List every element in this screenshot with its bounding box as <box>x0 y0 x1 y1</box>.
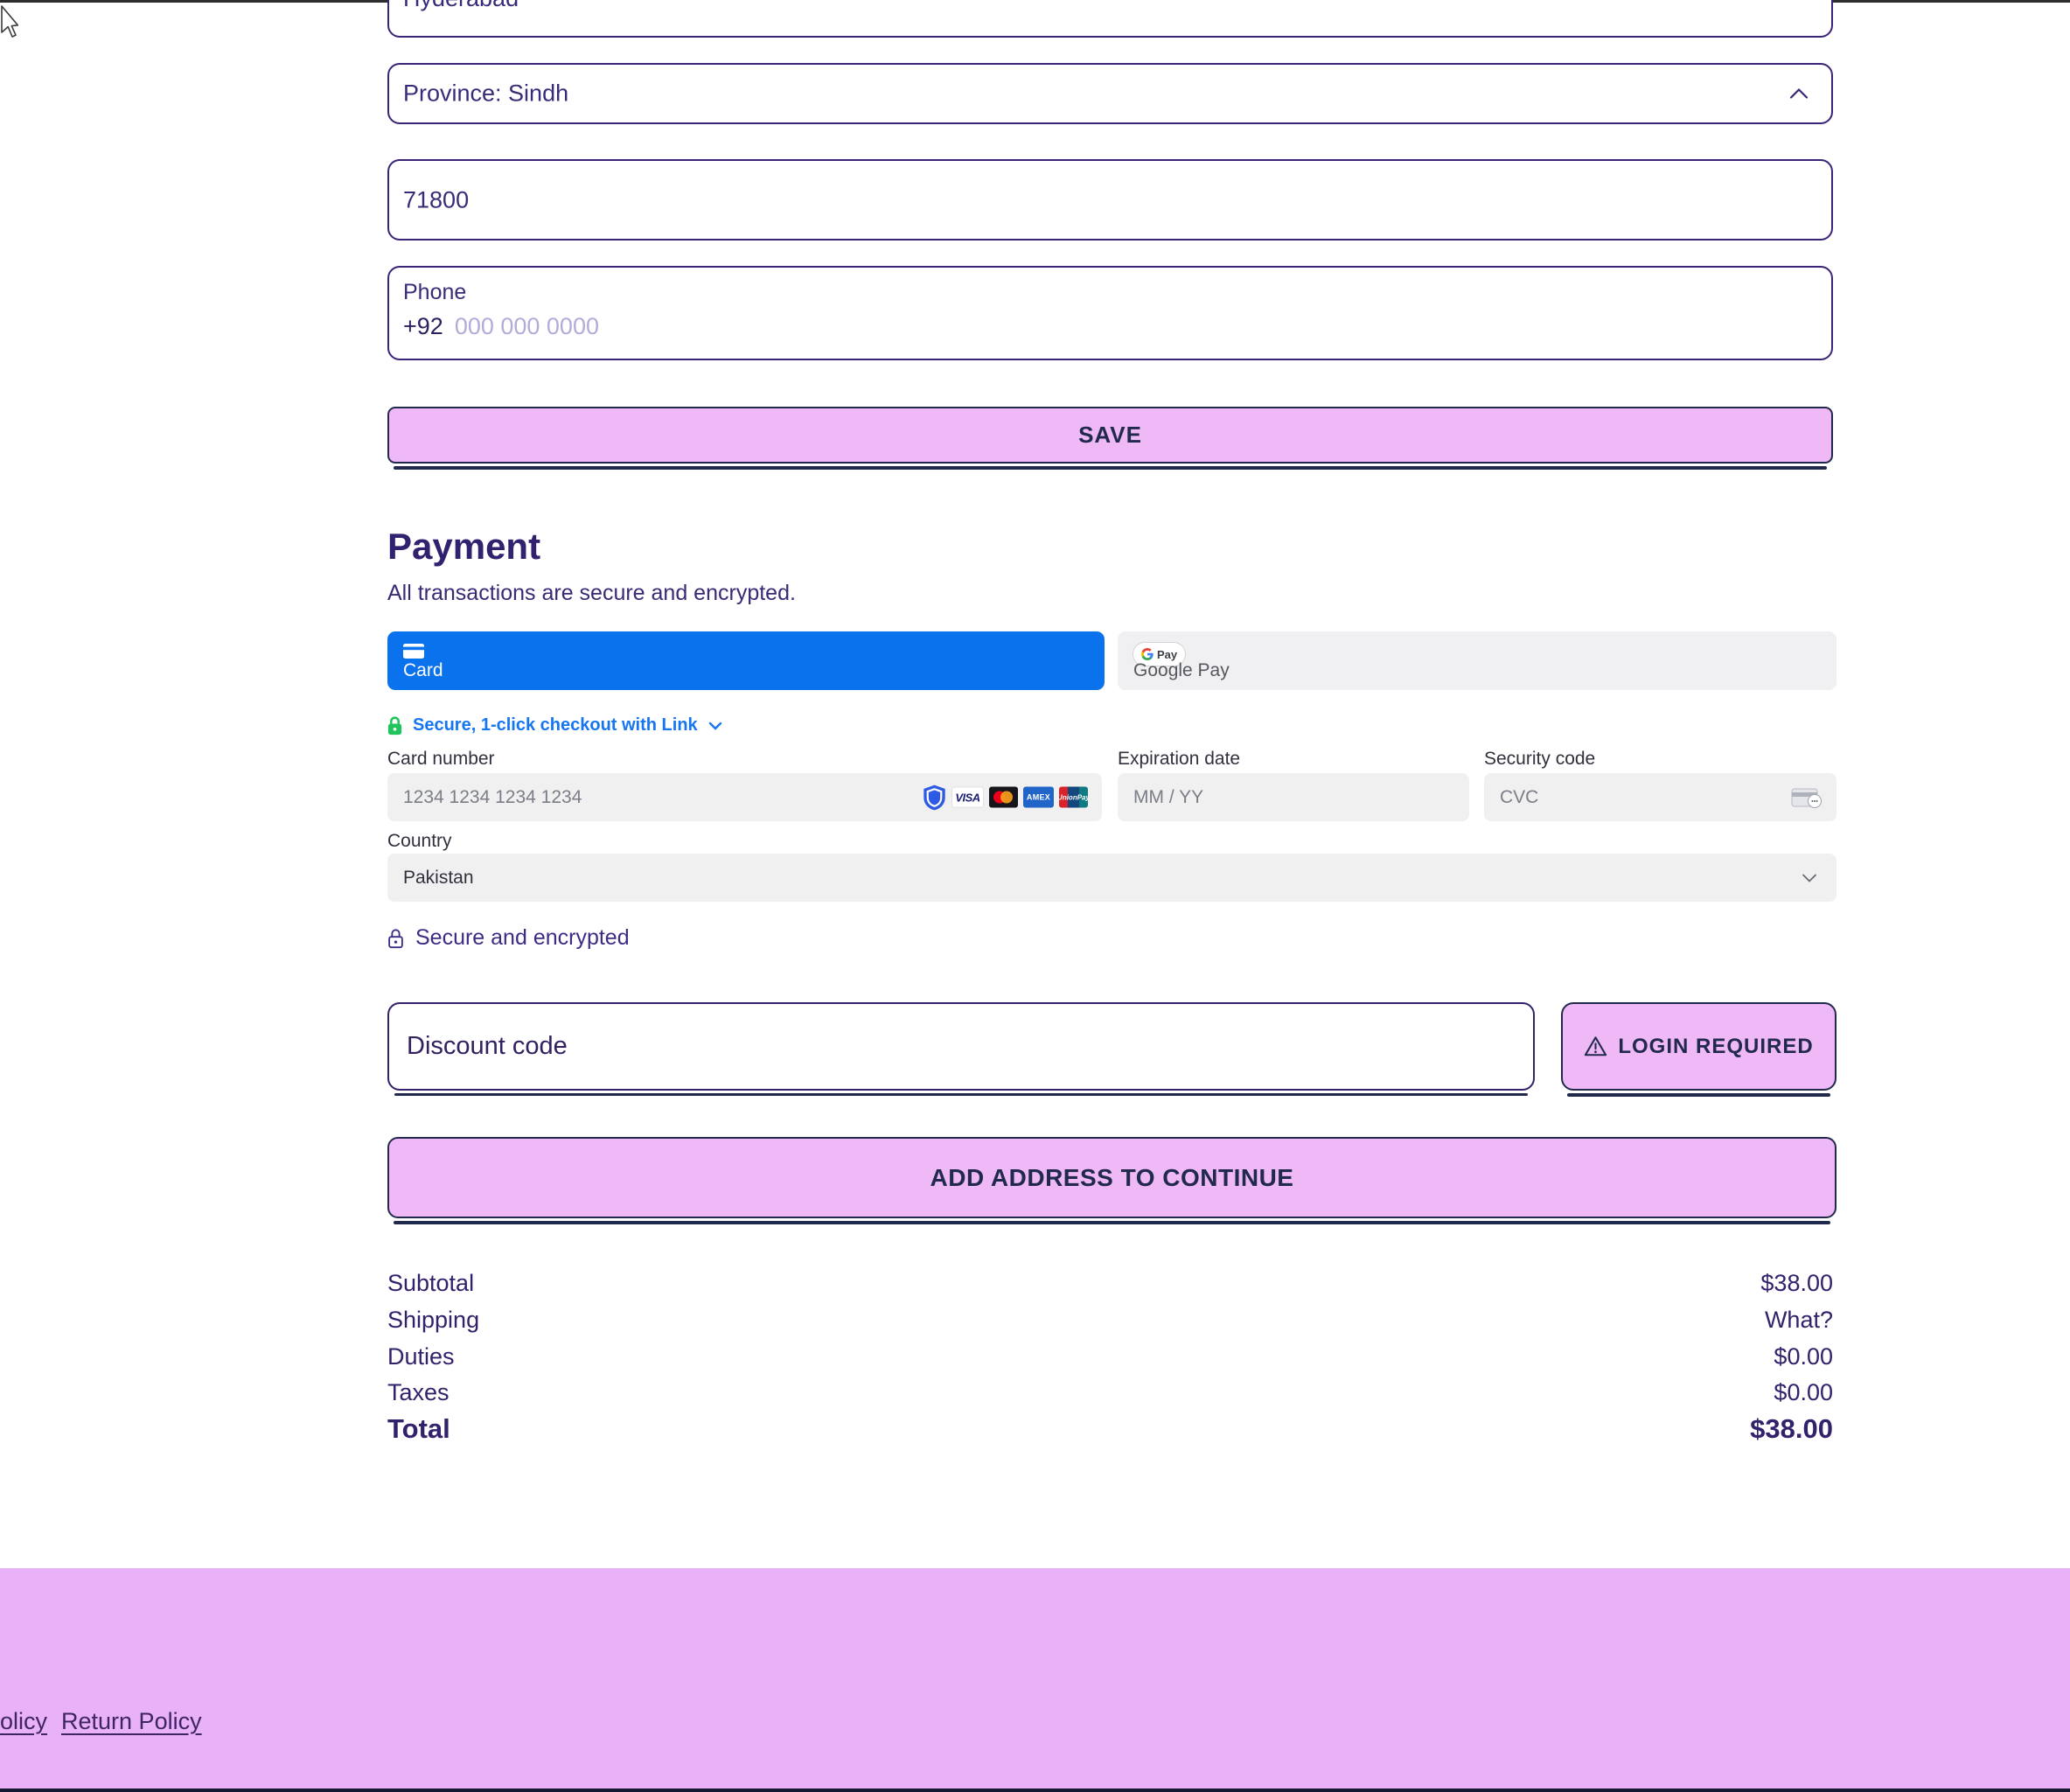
payment-section-subtitle: All transactions are secure and encrypte… <box>387 581 796 605</box>
save-button-label: SAVE <box>1078 422 1142 448</box>
subtotal-row: Subtotal $38.00 <box>387 1270 1833 1297</box>
google-g-icon <box>1141 648 1153 660</box>
payment-section-title: Payment <box>387 526 541 567</box>
taxes-label: Taxes <box>387 1379 450 1405</box>
add-address-button[interactable]: ADD ADDRESS TO CONTINUE <box>387 1137 1837 1224</box>
city-field[interactable]: Hyderabad <box>387 0 1833 38</box>
page-footer: olicy Return Policy <box>0 1568 2070 1792</box>
link-checkout-banner[interactable]: Secure, 1-click checkout with Link <box>387 715 722 736</box>
amex-icon: AMEX <box>1023 786 1054 808</box>
taxes-row: Taxes $0.00 <box>387 1379 1833 1406</box>
shield-icon <box>923 784 945 810</box>
gpay-logo: Pay <box>1133 642 1187 666</box>
login-required-label: LOGIN REQUIRED <box>1618 1034 1814 1058</box>
secure-encrypted-note: Secure and encrypted <box>387 925 630 951</box>
card-number-label: Card number <box>387 749 495 769</box>
country-select[interactable]: Pakistan <box>387 854 1837 902</box>
shipping-row: Shipping What? <box>387 1307 1833 1334</box>
total-label: Total <box>387 1413 450 1444</box>
subtotal-label: Subtotal <box>387 1270 475 1296</box>
credit-card-icon <box>403 644 424 659</box>
save-button[interactable]: SAVE <box>387 407 1833 470</box>
card-brand-icons: VISA AMEX UnionPay <box>923 784 1088 811</box>
phone-label: Phone <box>403 280 467 304</box>
footer-links: olicy Return Policy <box>0 1708 202 1735</box>
shipping-label: Shipping <box>387 1307 480 1333</box>
phone-input[interactable] <box>454 313 770 340</box>
tab-google-pay-label: Google Pay <box>1133 660 1230 680</box>
unionpay-icon: UnionPay <box>1059 786 1088 808</box>
tab-card-label: Card <box>403 660 443 680</box>
chevron-up-icon <box>1789 87 1809 99</box>
policy-link-partial[interactable]: olicy <box>0 1708 48 1734</box>
visa-icon: VISA <box>951 786 984 808</box>
discount-code-input[interactable] <box>407 1004 1460 1088</box>
footer-bottom-bar <box>0 1789 2070 1792</box>
phone-field[interactable]: Phone +92 <box>387 266 1833 360</box>
card-number-entry[interactable] <box>403 773 797 821</box>
secure-encrypted-text: Secure and encrypted <box>415 925 630 950</box>
mastercard-icon <box>989 786 1018 808</box>
card-number-input[interactable]: VISA AMEX UnionPay <box>387 773 1102 821</box>
security-code-label: Security code <box>1484 749 1596 769</box>
mouse-cursor-icon <box>1 5 18 38</box>
chevron-down-icon <box>1802 874 1816 882</box>
duties-label: Duties <box>387 1343 455 1370</box>
subtotal-value: $38.00 <box>1760 1270 1833 1296</box>
login-required-button[interactable]: LOGIN REQUIRED <box>1561 1002 1837 1097</box>
expiration-date-label: Expiration date <box>1118 749 1241 769</box>
security-code-input[interactable] <box>1484 773 1837 821</box>
security-code-entry[interactable] <box>1500 773 1747 821</box>
province-value: Province: Sindh <box>403 80 569 107</box>
discount-code-field[interactable] <box>387 1002 1535 1096</box>
gpay-pill-label: Pay <box>1157 647 1178 661</box>
link-checkout-text: Secure, 1-click checkout with Link <box>413 715 698 735</box>
lock-outline-icon <box>388 928 403 948</box>
city-value: Hyderabad <box>403 0 519 12</box>
chevron-down-icon <box>708 722 721 730</box>
postal-code-value: 71800 <box>403 186 470 213</box>
country-value: Pakistan <box>403 867 474 888</box>
tab-card[interactable]: Card <box>387 631 1105 690</box>
cvc-card-icon <box>1791 788 1822 808</box>
postal-code-field[interactable]: 71800 <box>387 159 1833 241</box>
total-value: $38.00 <box>1750 1413 1833 1444</box>
phone-country-prefix: +92 <box>403 313 443 339</box>
duties-value: $0.00 <box>1774 1343 1833 1370</box>
expiration-date-entry[interactable] <box>1133 773 1380 821</box>
taxes-value: $0.00 <box>1774 1379 1833 1405</box>
province-dropdown[interactable]: Province: Sindh <box>387 63 1833 124</box>
country-label: Country <box>387 831 452 851</box>
lock-icon <box>387 715 402 735</box>
shipping-value[interactable]: What? <box>1764 1307 1833 1333</box>
return-policy-link[interactable]: Return Policy <box>61 1708 202 1734</box>
duties-row: Duties $0.00 <box>387 1343 1833 1370</box>
total-row: Total $38.00 <box>387 1413 1833 1445</box>
expiration-date-input[interactable] <box>1118 773 1469 821</box>
add-address-label: ADD ADDRESS TO CONTINUE <box>930 1163 1294 1191</box>
warning-triangle-icon <box>1585 1036 1607 1056</box>
tab-google-pay[interactable]: Pay Google Pay <box>1118 631 1837 690</box>
